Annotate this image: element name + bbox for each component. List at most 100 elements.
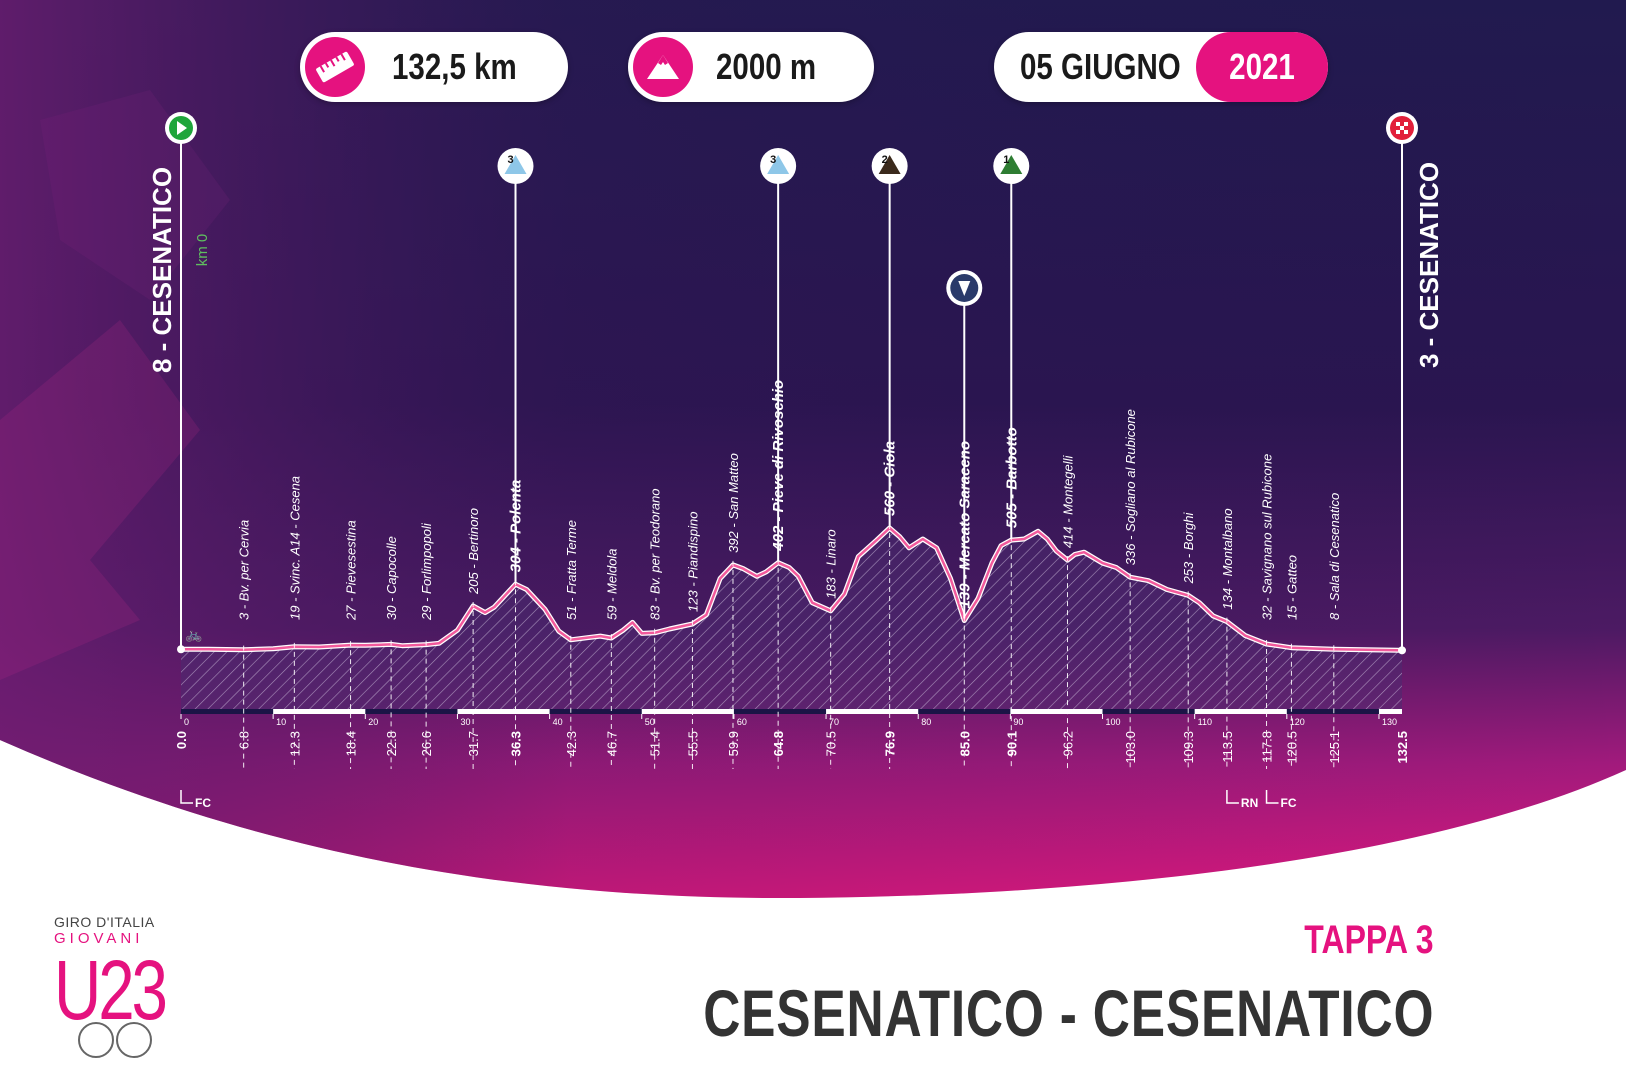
km-label: 117.8 — [1260, 731, 1275, 763]
year-badge: 2021 — [1196, 32, 1328, 102]
sprint-arrow — [958, 281, 971, 296]
km-label: 22.8 — [384, 731, 399, 756]
ruler-icon — [305, 37, 365, 97]
logo-u23: U23 — [54, 943, 168, 1037]
x-tick-label: 100 — [1106, 717, 1121, 727]
waypoint-label: 59 - Meldola — [604, 548, 619, 620]
climb-category-label: 2 — [882, 154, 888, 166]
km-label: 18.4 — [344, 731, 359, 756]
mountain-climb-icon — [767, 155, 790, 174]
waypoint-label: 392 - San Matteo — [726, 453, 741, 553]
km-label: 31.7 — [466, 731, 481, 756]
km-label: 64.8 — [771, 731, 786, 756]
waypoint-label: 27 - Pievesestina — [344, 520, 359, 621]
checkered-square — [1404, 122, 1408, 126]
play-icon — [177, 121, 187, 135]
distance-bar-segment — [733, 709, 827, 714]
mountain-climb-icon — [1000, 155, 1023, 174]
mountain-icon — [633, 37, 693, 97]
x-tick-label: 60 — [737, 717, 747, 727]
km-label: 6.8 — [237, 731, 252, 749]
km-label: 0.0 — [174, 731, 189, 749]
distance-bar-segment — [549, 709, 642, 714]
checkered-square — [1400, 126, 1404, 130]
start-km-label: km 0 — [194, 234, 211, 267]
distance-bar-segment — [1286, 709, 1379, 714]
km-label: 85.0 — [957, 731, 972, 756]
turn-label: FC — [1281, 796, 1297, 810]
finish-point — [1398, 646, 1406, 655]
bicycle-wheel-icon — [78, 1022, 152, 1058]
x-tick-label: 50 — [645, 717, 655, 727]
date-value: 05 GIUGNO — [1020, 46, 1181, 87]
checkered-square — [1396, 122, 1400, 126]
logo-line-2: GIOVANI — [54, 930, 144, 947]
turn-arrow-icon — [1265, 790, 1279, 804]
x-tick-label: 90 — [1013, 717, 1023, 727]
waypoint-label: 32 - Savignano sul Rubicone — [1260, 454, 1275, 620]
mountain-climb-icon — [878, 155, 901, 174]
distance-pill: 132,5 km — [300, 32, 568, 102]
elevation-pill: 2000 m — [628, 32, 874, 102]
turn-label: RN — [1241, 796, 1258, 810]
waypoint-label: 183 - Linaro — [824, 529, 839, 598]
waypoint-label: 8 - Sala di Cesenatico — [1327, 493, 1342, 620]
checkered-square — [1404, 130, 1408, 134]
waypoint-label: 30 - Capocolle — [384, 536, 399, 620]
km-label: 103.0 — [1123, 731, 1138, 764]
waypoint-label: 414 - Montegelli — [1060, 454, 1075, 548]
waypoint-label: 3 - Bv. per Cervia — [237, 520, 252, 620]
turn-label: FC — [195, 796, 211, 810]
distance-bar-segment — [365, 709, 458, 714]
waypoint-label: 15 - Gatteo — [1284, 555, 1299, 620]
distance-bar-segment — [181, 709, 274, 714]
km-label: 12.3 — [287, 731, 302, 756]
km-label: 132.5 — [1395, 731, 1410, 764]
distance-value: 132,5 km — [392, 46, 517, 87]
waypoint-label: 51 - Fratta Terme — [564, 520, 579, 620]
km-label: 120.5 — [1284, 731, 1299, 764]
x-tick-label: 80 — [921, 717, 931, 727]
x-tick-label: 110 — [1198, 717, 1212, 727]
waypoint-label: 205 - Bertinoro — [466, 508, 481, 595]
km-label: 26.6 — [419, 731, 434, 756]
checkered-square — [1396, 130, 1400, 134]
km-label: 70.5 — [824, 731, 839, 756]
finish-town-label: 3 - CESENATICO — [1414, 162, 1444, 368]
logo-line-1: GIRO D'ITALIA — [54, 914, 155, 930]
year-value: 2021 — [1229, 46, 1295, 87]
x-tick-label: 130 — [1382, 717, 1397, 727]
km-label: 90.1 — [1004, 731, 1019, 756]
stage-title: CESENATICO - CESENATICO — [702, 976, 1434, 1050]
km-label: 76.9 — [883, 731, 898, 756]
waypoint-label: 123 - Piandispino — [685, 512, 700, 612]
turn-arrow-icon — [180, 790, 193, 804]
km-label: 51.4 — [648, 731, 663, 756]
x-tick-label: 20 — [368, 717, 378, 727]
giro-giovani-logo: GIRO D'ITALIA GIOVANI U23 — [54, 914, 168, 1064]
turn-arrow-icon — [1226, 790, 1239, 804]
start-town-label: 8 - CESENATICO — [147, 167, 177, 373]
climb-category-label: 3 — [507, 154, 513, 166]
x-tick-label: 120 — [1290, 717, 1305, 727]
x-tick-label: 30 — [460, 717, 470, 727]
x-tick-label: 10 — [276, 717, 286, 727]
km-label: 96.2 — [1060, 731, 1075, 756]
waypoint-label: 336 - Sogliano al Rubicone — [1123, 409, 1138, 565]
km-label: 46.7 — [604, 731, 619, 756]
start-point — [177, 645, 185, 654]
km-label: 125.1 — [1327, 731, 1342, 764]
mountain-climb-icon — [504, 155, 527, 174]
distance-bar-segment — [918, 709, 1011, 714]
km-label: 42.3 — [564, 731, 579, 756]
waypoint-label: 19 - Svinc. A14 - Cesena — [287, 476, 302, 620]
bicycle-icon: 🚲 — [185, 627, 202, 643]
waypoint-label: 253 - Borghi — [1181, 511, 1196, 584]
x-tick-label: 70 — [829, 717, 839, 727]
waypoint-label: 29 - Forlimpopoli — [419, 522, 434, 621]
km-label: 36.3 — [509, 731, 524, 756]
km-label: 55.5 — [685, 731, 700, 756]
climb-category-label: 3 — [770, 154, 776, 166]
